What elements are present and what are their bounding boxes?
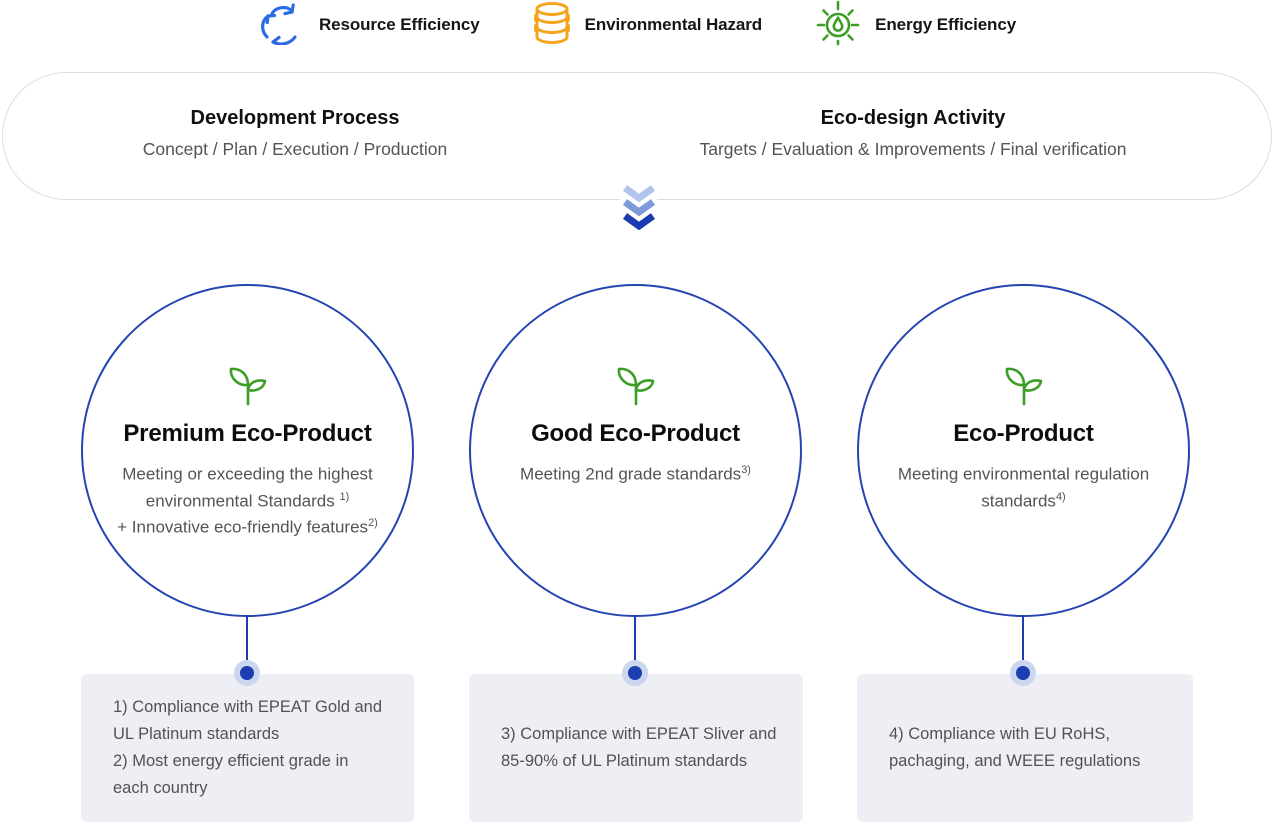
legend-item-energy-efficiency: Energy Efficiency — [814, 0, 1016, 52]
eco-design-activity-title: Eco-design Activity — [820, 107, 1006, 129]
grade-title: Premium Eco-Product — [123, 420, 372, 447]
sprout-icon — [226, 364, 270, 411]
connector-line — [1022, 615, 1024, 673]
connector-dot — [1016, 666, 1030, 680]
connector-line — [246, 615, 248, 673]
grade-circle-premium-eco-product: Premium Eco-Product Meeting or exceeding… — [81, 284, 414, 617]
legend-label: Resource Efficiency — [318, 15, 480, 34]
chevron-down-icon — [620, 185, 657, 230]
footnote-box-premium: 1) Compliance with EPEAT Gold and UL Pla… — [81, 674, 414, 822]
legend-label: Energy Efficiency — [875, 15, 1017, 34]
recycle-icon — [258, 1, 306, 50]
grade-title: Good Eco-Product — [531, 420, 740, 447]
grade-title: Eco-Product — [953, 420, 1094, 447]
development-process-steps: Concept / Plan / Execution / Production — [142, 139, 448, 159]
connector-dot — [240, 666, 254, 680]
connector-line — [634, 615, 636, 673]
footnote-line: 2) Most energy efficient grade in each c… — [113, 752, 349, 797]
grade-circle-eco-product: Eco-Product Meeting environmental regula… — [857, 284, 1190, 617]
connector-dot — [628, 666, 642, 680]
grade-circle-good-eco-product: Good Eco-Product Meeting 2nd grade stand… — [469, 284, 802, 617]
grade-description: Meeting or exceeding the highest environ… — [117, 464, 378, 537]
footnote-box-good: 3) Compliance with EPEAT Sliver and 85-9… — [469, 674, 803, 822]
legend: Resource Efficiency Environmental Hazard — [0, 0, 1274, 50]
footnote-line: 3) Compliance with EPEAT Sliver and 85-9… — [501, 725, 777, 770]
drum-icon — [532, 0, 572, 51]
sprout-icon — [1002, 364, 1046, 411]
grade-description: Meeting environmental regulation standar… — [897, 464, 1150, 511]
legend-item-resource-efficiency: Resource Efficiency — [258, 1, 480, 50]
energy-bulb-icon — [814, 0, 862, 52]
sprout-icon — [614, 364, 658, 411]
legend-label: Environmental Hazard — [584, 15, 763, 34]
footnote-line: 4) Compliance with EU RoHS, pachaging, a… — [889, 725, 1141, 770]
legend-item-environmental-hazard: Environmental Hazard — [532, 0, 763, 51]
grade-description: Meeting 2nd grade standards3) — [520, 464, 751, 484]
development-process-block: Development Process Concept / Plan / Exe… — [45, 107, 545, 160]
development-process-title: Development Process — [190, 107, 400, 129]
eco-design-activity-steps: Targets / Evaluation & Improvements / Fi… — [699, 139, 1127, 159]
process-pill: Development Process Concept / Plan / Exe… — [2, 72, 1272, 200]
eco-design-activity-block: Eco-design Activity Targets / Evaluation… — [663, 107, 1163, 160]
footnote-line: 1) Compliance with EPEAT Gold and UL Pla… — [113, 698, 383, 743]
footnote-box-eco: 4) Compliance with EU RoHS, pachaging, a… — [857, 674, 1193, 822]
